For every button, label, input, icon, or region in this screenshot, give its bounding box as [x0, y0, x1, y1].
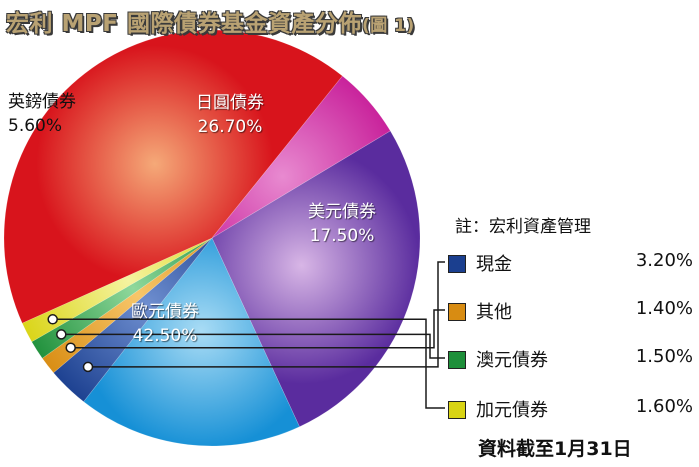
slice-label-gbp: 英鎊債券 5.60% [8, 90, 76, 138]
leader-line-2 [61, 333, 445, 359]
legend-leader-lines [47, 261, 445, 409]
pie-slice-6 [3, 29, 343, 324]
legend-swatch-cad [448, 401, 466, 419]
legend-value-aud: 1.50% [635, 346, 693, 367]
legend-name-others: 其他 [476, 302, 512, 323]
legend-swatch-others [448, 303, 466, 321]
legend-item-aud: 澳元債券 1.50% [448, 346, 693, 372]
pie-slices [3, 29, 421, 447]
legend-value-cad: 1.60% [635, 396, 693, 417]
source-note: 註：宏利資產管理 [455, 217, 591, 237]
leader-line-1 [70, 309, 445, 349]
chart-title: 宏利 MPF 國際債券基金資產分佈(圖 1) [6, 4, 415, 38]
slice-label-usd: 美元債券 17.50% [292, 200, 392, 248]
pie-slice-3 [41, 237, 213, 374]
leader-dot-0 [82, 361, 94, 373]
legend-item-cad: 加元債券 1.60% [448, 396, 693, 422]
legend-value-cash: 3.20% [635, 250, 693, 271]
pie-slice-4 [31, 237, 213, 359]
chart-title-text: 宏利 MPF 國際債券基金資產分佈 [6, 11, 362, 37]
legend-swatch-aud [448, 351, 466, 369]
slice-label-jpy: 日圓債券 26.70% [180, 91, 280, 139]
leader-dot-3 [47, 314, 58, 325]
legend-item-others: 其他 1.40% [448, 298, 693, 324]
legend-item-cash: 現金 3.20% [448, 250, 693, 276]
legend-name-cash: 現金 [476, 254, 512, 275]
leader-line-3 [52, 318, 445, 409]
pie-slice-7 [211, 75, 391, 239]
slice-label-gbp-name: 英鎊債券 [8, 92, 76, 112]
slice-label-eur-value: 42.50% [132, 326, 198, 346]
data-date-footnote: 資料截至1月31日 [478, 438, 632, 460]
legend-name-cad: 加元債券 [476, 400, 548, 421]
slice-label-usd-name: 美元債券 [308, 202, 376, 222]
pie-slice-1 [83, 237, 300, 447]
leader-dot-1 [65, 342, 76, 353]
slice-label-gbp-value: 5.60% [8, 116, 63, 136]
figure-label: (圖 1) [361, 16, 415, 36]
pie-slice-5 [21, 237, 213, 343]
leader-line-0 [88, 261, 445, 368]
slice-label-jpy-value: 26.70% [197, 117, 263, 137]
legend-name-aud: 澳元債券 [476, 350, 548, 371]
slice-label-usd-value: 17.50% [309, 226, 375, 246]
slice-label-eur: 歐元債券 42.50% [110, 300, 220, 348]
legend-value-others: 1.40% [635, 298, 693, 319]
leader-dot-2 [56, 329, 67, 340]
slice-label-jpy-name: 日圓債券 [196, 93, 264, 113]
slice-label-eur-name: 歐元債券 [131, 302, 199, 322]
legend-swatch-cash [448, 255, 466, 273]
pie-slice-0 [211, 130, 421, 428]
